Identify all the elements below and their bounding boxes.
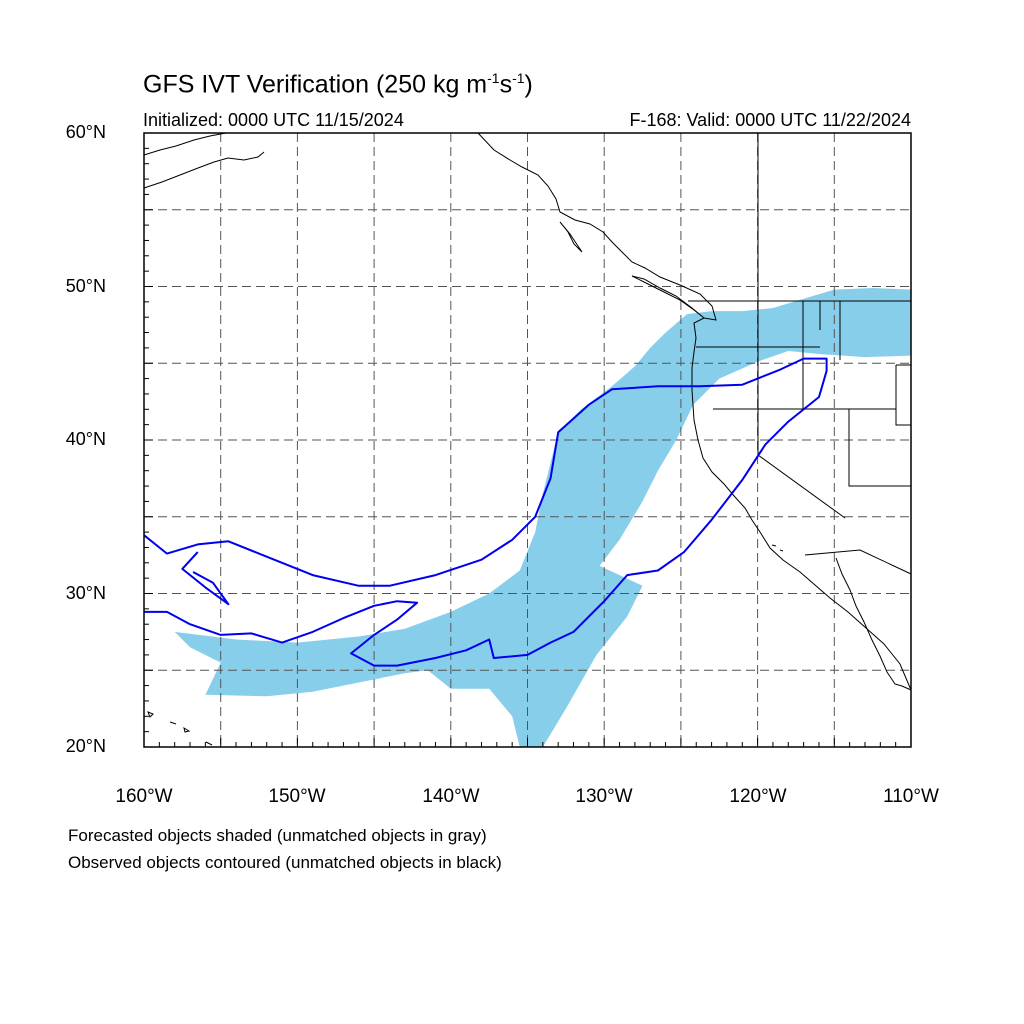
axis-ticks: [143, 132, 912, 748]
lon-label-160w: 160°W: [115, 786, 173, 807]
observed-object-1: [181, 551, 230, 606]
valid-time-label: F-168: Valid: 0000 UTC 11/22/2024: [629, 110, 911, 130]
channel-islands: [771, 544, 784, 552]
lon-label-140w: 140°W: [422, 786, 480, 807]
chart-title: GFS IVT Verification (250 kg m-1s-1): [143, 70, 533, 99]
lat-lon-grid: [144, 133, 911, 747]
lon-label-150w: 150°W: [268, 786, 326, 807]
lon-label-120w: 120°W: [729, 786, 787, 807]
vancouver-island: [631, 275, 705, 319]
haida-gwaii: [559, 221, 583, 253]
init-time-label: Initialized: 0000 UTC 11/15/2024: [143, 110, 404, 130]
lat-label-20n: 20°N: [65, 736, 106, 756]
coastline-baja-california: [835, 557, 912, 691]
coastline-alaska-peninsula: [143, 151, 265, 189]
coastline-alaska-north: [143, 132, 227, 156]
forecast-object-0: [174, 288, 911, 747]
lat-label-50n: 50°N: [65, 276, 106, 296]
lon-label-110w: 110°W: [883, 786, 939, 807]
observed-objects: [143, 357, 828, 667]
legend-note-forecast: Forecasted objects shaded (unmatched obj…: [68, 826, 487, 845]
hawaii-islands: [147, 711, 213, 746]
lon-label-130w: 130°W: [575, 786, 633, 807]
lat-label-30n: 30°N: [65, 583, 106, 603]
forecast-objects: [174, 288, 911, 747]
lat-label-40n: 40°N: [65, 429, 106, 449]
lat-label-60n: 60°N: [65, 122, 106, 142]
observed-object-0: [143, 357, 828, 667]
legend-note-observed: Observed objects contoured (unmatched ob…: [68, 853, 502, 872]
coastline-north-america: [477, 132, 912, 691]
